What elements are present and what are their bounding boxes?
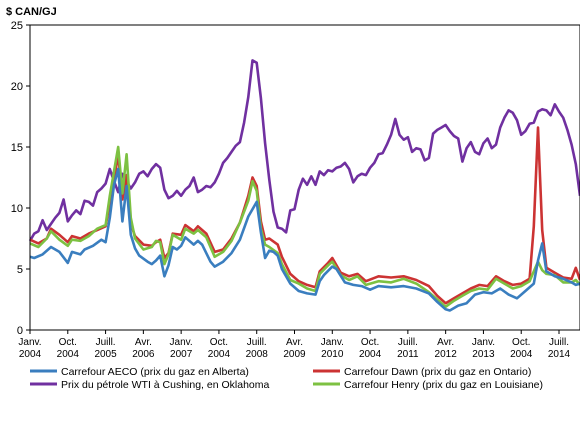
x-tick-label-month: Janv. bbox=[321, 337, 344, 348]
x-tick-label-month: Janv. bbox=[472, 337, 495, 348]
x-tick-label-month: Avr. bbox=[286, 337, 303, 348]
series-lines bbox=[30, 60, 580, 310]
x-tick-label-year: 2010 bbox=[321, 349, 344, 360]
legend-label: Carrefour Henry (prix du gaz en Louisian… bbox=[344, 379, 543, 391]
x-tick-label-month: Avr. bbox=[437, 337, 454, 348]
y-tick-label: 0 bbox=[17, 325, 23, 337]
x-tick-label-year: 2004 bbox=[19, 349, 42, 360]
x-axis: Janv.2004Oct.2004Juill.2005Avr.2006Janv.… bbox=[18, 330, 570, 360]
x-tick-label-month: Janv. bbox=[170, 337, 193, 348]
x-tick-label-year: 2012 bbox=[435, 349, 458, 360]
x-tick-label-year: 2014 bbox=[548, 349, 571, 360]
y-axis-label: $ CAN/GJ bbox=[6, 6, 57, 18]
x-tick-label-month: Juill. bbox=[247, 337, 267, 348]
x-tick-label-year: 2011 bbox=[397, 349, 419, 360]
x-tick-label-month: Oct. bbox=[512, 337, 530, 348]
x-tick-label-month: Janv. bbox=[18, 337, 41, 348]
legend-label: Carrefour AECO (prix du gaz en Alberta) bbox=[61, 366, 249, 378]
x-tick-label-year: 2008 bbox=[246, 349, 269, 360]
series-line bbox=[30, 60, 580, 241]
x-tick-label-year: 2005 bbox=[94, 349, 117, 360]
x-tick-label-year: 2004 bbox=[359, 349, 382, 360]
y-axis: 0 5 10 15 20 25 bbox=[11, 20, 30, 337]
x-tick-label-year: 2004 bbox=[208, 349, 231, 360]
x-tick-label-year: 2013 bbox=[472, 349, 495, 360]
x-tick-label-month: Oct. bbox=[59, 337, 77, 348]
series-line bbox=[30, 169, 580, 311]
x-tick-label-month: Avr. bbox=[135, 337, 152, 348]
y-tick-label: 10 bbox=[11, 203, 23, 215]
x-tick-label-month: Juill. bbox=[398, 337, 418, 348]
x-tick-label-year: 2009 bbox=[283, 349, 306, 360]
x-tick-label-month: Oct. bbox=[210, 337, 228, 348]
y-tick-label: 5 bbox=[17, 264, 23, 276]
legend-label: Carrefour Dawn (prix du gaz en Ontario) bbox=[344, 366, 531, 378]
x-tick-label-month: Oct. bbox=[361, 337, 379, 348]
x-tick-label-year: 2007 bbox=[170, 349, 193, 360]
y-tick-label: 25 bbox=[11, 20, 23, 32]
series-line bbox=[30, 128, 580, 304]
legend: Carrefour AECO (prix du gaz en Alberta) C… bbox=[30, 366, 543, 391]
y-tick-label: 20 bbox=[11, 81, 23, 93]
x-tick-label-year: 2004 bbox=[510, 349, 533, 360]
legend-label: Prix du pétrole WTI à Cushing, en Oklaho… bbox=[61, 379, 270, 391]
x-tick-label-month: Juill. bbox=[549, 337, 569, 348]
y-tick-label: 15 bbox=[11, 142, 23, 154]
x-tick-label-year: 2004 bbox=[57, 349, 80, 360]
x-tick-label-month: Juill. bbox=[96, 337, 116, 348]
x-tick-label-year: 2006 bbox=[132, 349, 155, 360]
